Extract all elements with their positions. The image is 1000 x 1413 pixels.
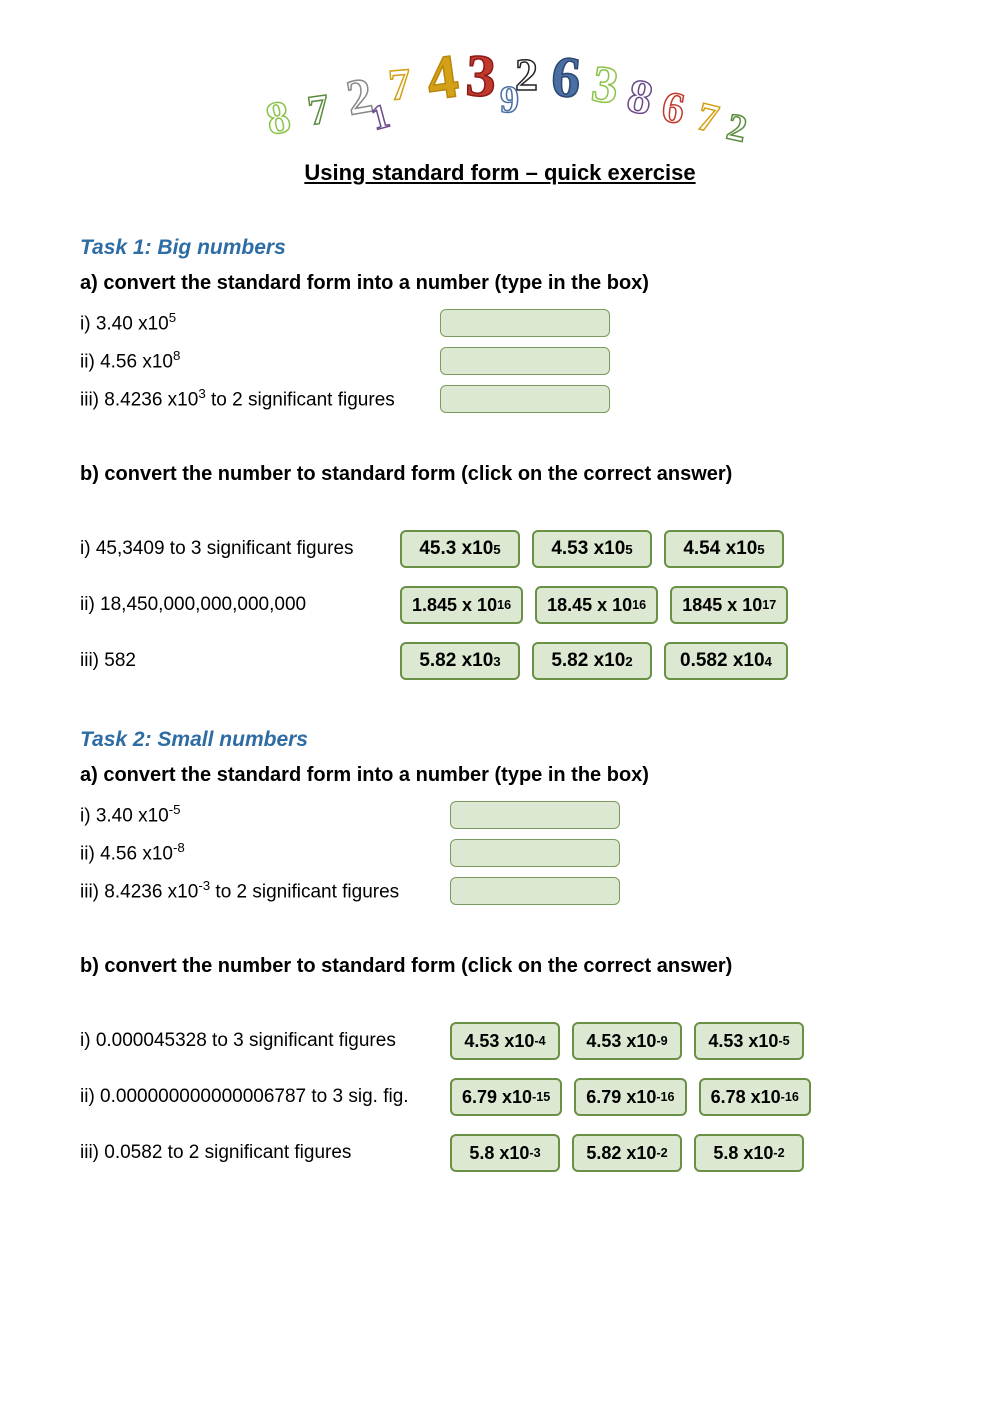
task1-b-3-choice-2[interactable]: 5.82 x102 xyxy=(532,642,652,680)
task1-partB-heading: b) convert the number to standard form (… xyxy=(80,463,920,486)
svg-text:8: 8 xyxy=(623,69,657,126)
task2-b-item-3-label: iii) 0.0582 to 2 significant figures xyxy=(80,1142,450,1164)
task2-heading: Task 2: Small numbers xyxy=(80,728,920,752)
task1-b-2-choice-2[interactable]: 18.45 x 1016 xyxy=(535,586,658,624)
task1-a-input-1[interactable] xyxy=(440,309,610,337)
svg-text:4: 4 xyxy=(422,42,462,114)
task1-partA-heading: a) convert the standard form into a numb… xyxy=(80,272,920,295)
task2-partB-heading: b) convert the number to standard form (… xyxy=(80,955,920,978)
task1-a-item-3: iii) 8.4236 x103 to 2 significant figure… xyxy=(80,385,920,413)
task2-b-3-choice-2[interactable]: 5.82 x10-2 xyxy=(572,1134,682,1172)
task2-a-input-3[interactable] xyxy=(450,877,620,905)
task1-a-item-2: ii) 4.56 x108 xyxy=(80,347,920,375)
task1-heading: Task 1: Big numbers xyxy=(80,236,920,260)
task2-a-item-2: ii) 4.56 x10-8 xyxy=(80,839,920,867)
task2-b-2-choice-3[interactable]: 6.78 x10-16 xyxy=(699,1078,811,1116)
task1-b-1-choice-2[interactable]: 4.53 x105 xyxy=(532,530,652,568)
task1-a-input-3[interactable] xyxy=(440,385,610,413)
task1-b-item-2-label: ii) 18,450,000,000,000,000 xyxy=(80,594,400,616)
task2-a-input-2[interactable] xyxy=(450,839,620,867)
svg-text:3: 3 xyxy=(464,42,497,109)
svg-text:8: 8 xyxy=(261,90,294,145)
svg-text:9: 9 xyxy=(500,79,519,121)
task1-b-item-3-label: iii) 582 xyxy=(80,650,400,672)
svg-text:6: 6 xyxy=(549,43,584,110)
svg-text:2: 2 xyxy=(723,106,750,150)
task2-a-item-2-label: ii) 4.56 x10-8 xyxy=(80,840,450,865)
task1-b-item-3: iii) 582 5.82 x103 5.82 x102 0.582 x104 xyxy=(80,642,920,680)
svg-text:7: 7 xyxy=(693,93,723,142)
task2-a-input-1[interactable] xyxy=(450,801,620,829)
task2-a-item-3: iii) 8.4236 x10-3 to 2 significant figur… xyxy=(80,877,920,905)
task1-b-3-choice-3[interactable]: 0.582 x104 xyxy=(664,642,788,680)
task1-a-input-2[interactable] xyxy=(440,347,610,375)
task2-b-2-choice-2[interactable]: 6.79 x10-16 xyxy=(574,1078,686,1116)
task1-b-2-choice-3[interactable]: 1845 x 1017 xyxy=(670,586,788,624)
task2-b-2-choice-1[interactable]: 6.79 x10-15 xyxy=(450,1078,562,1116)
task2-a-item-1-label: i) 3.40 x10-5 xyxy=(80,802,450,827)
task2-b-item-3: iii) 0.0582 to 2 significant figures 5.8… xyxy=(80,1134,920,1172)
svg-text:7: 7 xyxy=(387,59,413,110)
svg-text:3: 3 xyxy=(588,55,622,115)
task2-b-1-choice-2[interactable]: 4.53 x10-9 xyxy=(572,1022,682,1060)
task1-b-item-1-label: i) 45,3409 to 3 significant figures xyxy=(80,538,400,560)
task2-b-item-1: i) 0.000045328 to 3 significant figures … xyxy=(80,1022,920,1060)
task1-b-2-choice-1[interactable]: 1.845 x 1016 xyxy=(400,586,523,624)
header-decorative-numbers: 8 7 2 7 4 3 2 6 3 8 6 7 2 1 9 xyxy=(80,40,920,155)
task2-a-item-3-label: iii) 8.4236 x10-3 to 2 significant figur… xyxy=(80,878,450,903)
task1-b-1-choice-1[interactable]: 45.3 x105 xyxy=(400,530,520,568)
task2-b-item-2-label: ii) 0.000000000000006787 to 3 sig. fig. xyxy=(80,1086,450,1108)
task2-b-1-choice-3[interactable]: 4.53 x10-5 xyxy=(694,1022,804,1060)
task1-a-item-3-label: iii) 8.4236 x103 to 2 significant figure… xyxy=(80,386,440,411)
page-title: Using standard form – quick exercise xyxy=(80,160,920,186)
task2-partA-heading: a) convert the standard form into a numb… xyxy=(80,764,920,787)
task1-b-1-choice-3[interactable]: 4.54 x105 xyxy=(664,530,784,568)
task1-b-item-1: i) 45,3409 to 3 significant figures 45.3… xyxy=(80,530,920,568)
task1-a-item-1-label: i) 3.40 x105 xyxy=(80,310,440,335)
task1-b-item-2: ii) 18,450,000,000,000,000 1.845 x 1016 … xyxy=(80,586,920,624)
task2-a-item-1: i) 3.40 x10-5 xyxy=(80,801,920,829)
task1-a-item-1: i) 3.40 x105 xyxy=(80,309,920,337)
task1-a-item-2-label: ii) 4.56 x108 xyxy=(80,348,440,373)
task1-b-3-choice-1[interactable]: 5.82 x103 xyxy=(400,642,520,680)
task2-b-item-2: ii) 0.000000000000006787 to 3 sig. fig. … xyxy=(80,1078,920,1116)
svg-text:6: 6 xyxy=(658,82,688,134)
task2-b-1-choice-1[interactable]: 4.53 x10-4 xyxy=(450,1022,560,1060)
task2-b-3-choice-3[interactable]: 5.8 x10-2 xyxy=(694,1134,804,1172)
svg-text:7: 7 xyxy=(305,86,332,134)
task2-b-item-1-label: i) 0.000045328 to 3 significant figures xyxy=(80,1030,450,1052)
task2-b-3-choice-1[interactable]: 5.8 x10-3 xyxy=(450,1134,560,1172)
